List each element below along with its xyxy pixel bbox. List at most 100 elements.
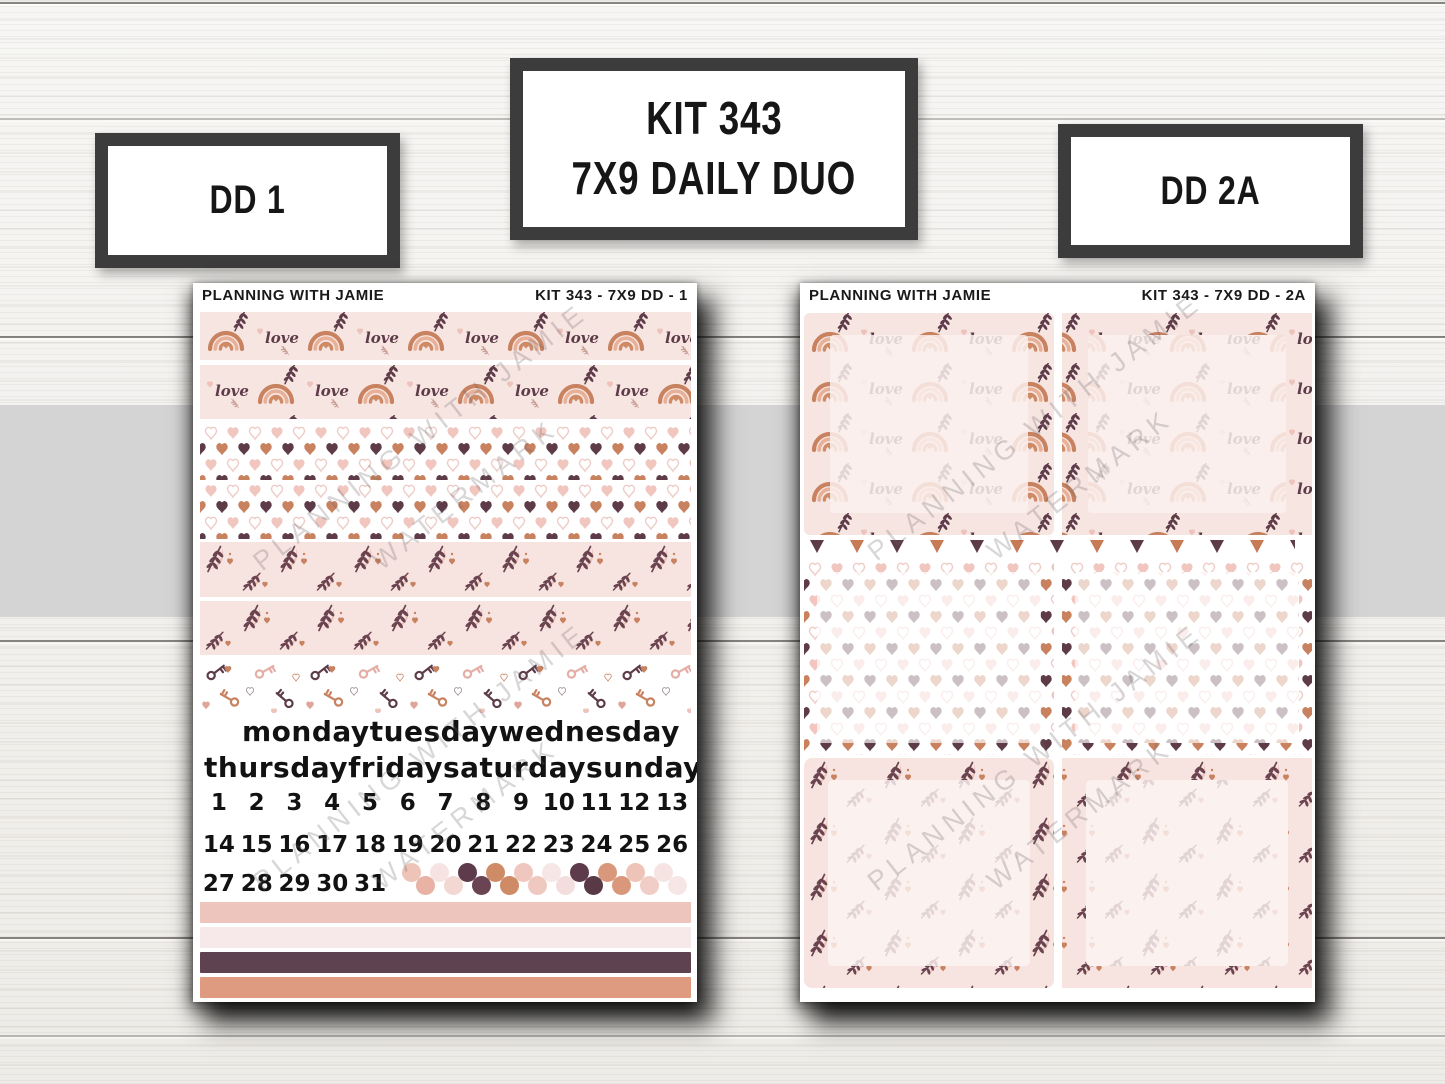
date-number: 12 bbox=[618, 790, 651, 816]
dot-row-2 bbox=[416, 876, 687, 895]
date-number: 16 bbox=[278, 832, 311, 858]
date-number: 7 bbox=[437, 790, 454, 816]
dot-sticker bbox=[528, 876, 547, 895]
solid-strip bbox=[200, 902, 691, 923]
kit-code-text: KIT 343 - 7X9 DD - 1 bbox=[535, 287, 688, 304]
date-number: 17 bbox=[316, 832, 349, 858]
weekday-label: wednesday bbox=[498, 715, 680, 748]
dot-sticker bbox=[500, 876, 519, 895]
date-row-1: 1 2 3 4 5 6 7 8 9 10 11 12 13 bbox=[200, 790, 691, 816]
label-kit-title: KIT 343 7X9 DAILY DUO bbox=[510, 58, 918, 240]
label-dd2a: DD 2A bbox=[1058, 124, 1363, 258]
date-number: 10 bbox=[542, 790, 575, 816]
fullbox-row-hearts bbox=[804, 560, 1312, 755]
dot-sticker bbox=[612, 876, 631, 895]
weekday-label: thursday bbox=[204, 751, 349, 784]
dot-sticker bbox=[598, 863, 617, 882]
date-number: 6 bbox=[399, 790, 416, 816]
triangle-hearts-row bbox=[804, 537, 1295, 557]
weekday-label: tuesday bbox=[369, 715, 499, 748]
fullbox-leaves bbox=[804, 758, 1054, 988]
wood-seam bbox=[0, 640, 1445, 642]
date-number: 11 bbox=[580, 790, 613, 816]
date-number: 30 bbox=[316, 871, 349, 897]
solid-strip bbox=[200, 952, 691, 973]
date-number: 2 bbox=[248, 790, 265, 816]
fullbox-rainbow bbox=[1062, 313, 1312, 535]
kit-title-line1: KIT 343 bbox=[645, 92, 783, 145]
washi-strip-hearts-2 bbox=[200, 482, 691, 539]
date-number: 21 bbox=[467, 832, 500, 858]
dot-sticker bbox=[486, 863, 505, 882]
solid-strip bbox=[200, 927, 691, 948]
dot-sticker bbox=[584, 876, 603, 895]
solid-strip bbox=[200, 977, 691, 998]
dot-sticker bbox=[402, 863, 421, 882]
date-number: 5 bbox=[361, 790, 378, 816]
fullbox-row-rainbow bbox=[804, 313, 1312, 535]
brand-text: PLANNING WITH JAMIE bbox=[809, 287, 992, 304]
date-number: 18 bbox=[353, 832, 386, 858]
kit-code-text: KIT 343 - 7X9 DD - 2A bbox=[1141, 287, 1306, 304]
date-number: 4 bbox=[324, 790, 341, 816]
date-number: 26 bbox=[656, 832, 689, 858]
washi-strip-rainbow-2 bbox=[200, 365, 691, 419]
fullbox-row-leaves bbox=[804, 758, 1312, 988]
sticker-sheet-dd1: PLANNING WITH JAMIE KIT 343 - 7X9 DD - 1… bbox=[193, 283, 697, 1002]
fullbox-hearts bbox=[1062, 560, 1312, 755]
label-dd1-text: DD 1 bbox=[209, 178, 286, 222]
date-number: 14 bbox=[202, 832, 235, 858]
weekday-row-2: thursday friday saturday sunday bbox=[200, 751, 697, 784]
date-number: 1 bbox=[210, 790, 227, 816]
weekday-row-1: monday tuesday wednesday bbox=[200, 715, 691, 748]
dot-sticker bbox=[416, 876, 435, 895]
date-number: 20 bbox=[429, 832, 462, 858]
dot-sticker bbox=[654, 863, 673, 882]
dot-row-1 bbox=[402, 863, 673, 882]
kit-title-line2: 7X9 DAILY DUO bbox=[571, 152, 857, 204]
dot-sticker bbox=[570, 863, 589, 882]
date-number: 31 bbox=[354, 871, 387, 897]
wood-seam bbox=[0, 1035, 1445, 1037]
dot-sticker bbox=[668, 876, 687, 895]
date-number: 28 bbox=[240, 871, 273, 897]
date-row-2: 14 15 16 17 18 19 20 21 22 23 24 25 26 bbox=[200, 832, 691, 858]
sheet1-header: PLANNING WITH JAMIE KIT 343 - 7X9 DD - 1 bbox=[202, 287, 688, 304]
fullbox-rainbow bbox=[804, 313, 1054, 535]
weekday-label: sunday bbox=[586, 751, 697, 784]
sheet2-header: PLANNING WITH JAMIE KIT 343 - 7X9 DD - 2… bbox=[809, 287, 1306, 304]
label-dd2a-text: DD 2A bbox=[1160, 168, 1261, 213]
dot-sticker bbox=[514, 863, 533, 882]
dot-stickers bbox=[396, 863, 692, 901]
dot-sticker bbox=[444, 876, 463, 895]
dot-sticker bbox=[556, 876, 575, 895]
dot-sticker bbox=[430, 863, 449, 882]
date-number: 29 bbox=[278, 871, 311, 897]
date-number: 15 bbox=[240, 832, 273, 858]
wood-seam bbox=[0, 2, 1445, 4]
weekday-label: friday bbox=[348, 751, 443, 784]
date-row-3: 27 28 29 30 31 bbox=[200, 871, 389, 897]
washi-strip-hearts-1 bbox=[200, 424, 691, 480]
date-number: 9 bbox=[513, 790, 530, 816]
wood-seam bbox=[0, 937, 1445, 939]
weekday-label: saturday bbox=[442, 751, 586, 784]
dot-sticker bbox=[458, 863, 477, 882]
washi-strip-leaves-1 bbox=[200, 542, 691, 597]
dot-sticker bbox=[640, 876, 659, 895]
fullbox-leaves bbox=[1062, 758, 1312, 988]
sticker-sheet-dd2a: PLANNING WITH JAMIE KIT 343 - 7X9 DD - 2… bbox=[800, 283, 1315, 1002]
label-dd1: DD 1 bbox=[95, 133, 400, 268]
washi-strip-leaves-2 bbox=[200, 601, 691, 655]
date-number: 3 bbox=[286, 790, 303, 816]
washi-strip-rainbow-1 bbox=[200, 312, 691, 360]
date-number: 22 bbox=[505, 832, 538, 858]
date-number: 13 bbox=[656, 790, 689, 816]
dot-sticker bbox=[472, 876, 491, 895]
date-number: 25 bbox=[618, 832, 651, 858]
dot-sticker bbox=[626, 863, 645, 882]
washi-strip-keys bbox=[200, 660, 691, 713]
date-number: 23 bbox=[542, 832, 575, 858]
wood-seam bbox=[0, 336, 1445, 338]
